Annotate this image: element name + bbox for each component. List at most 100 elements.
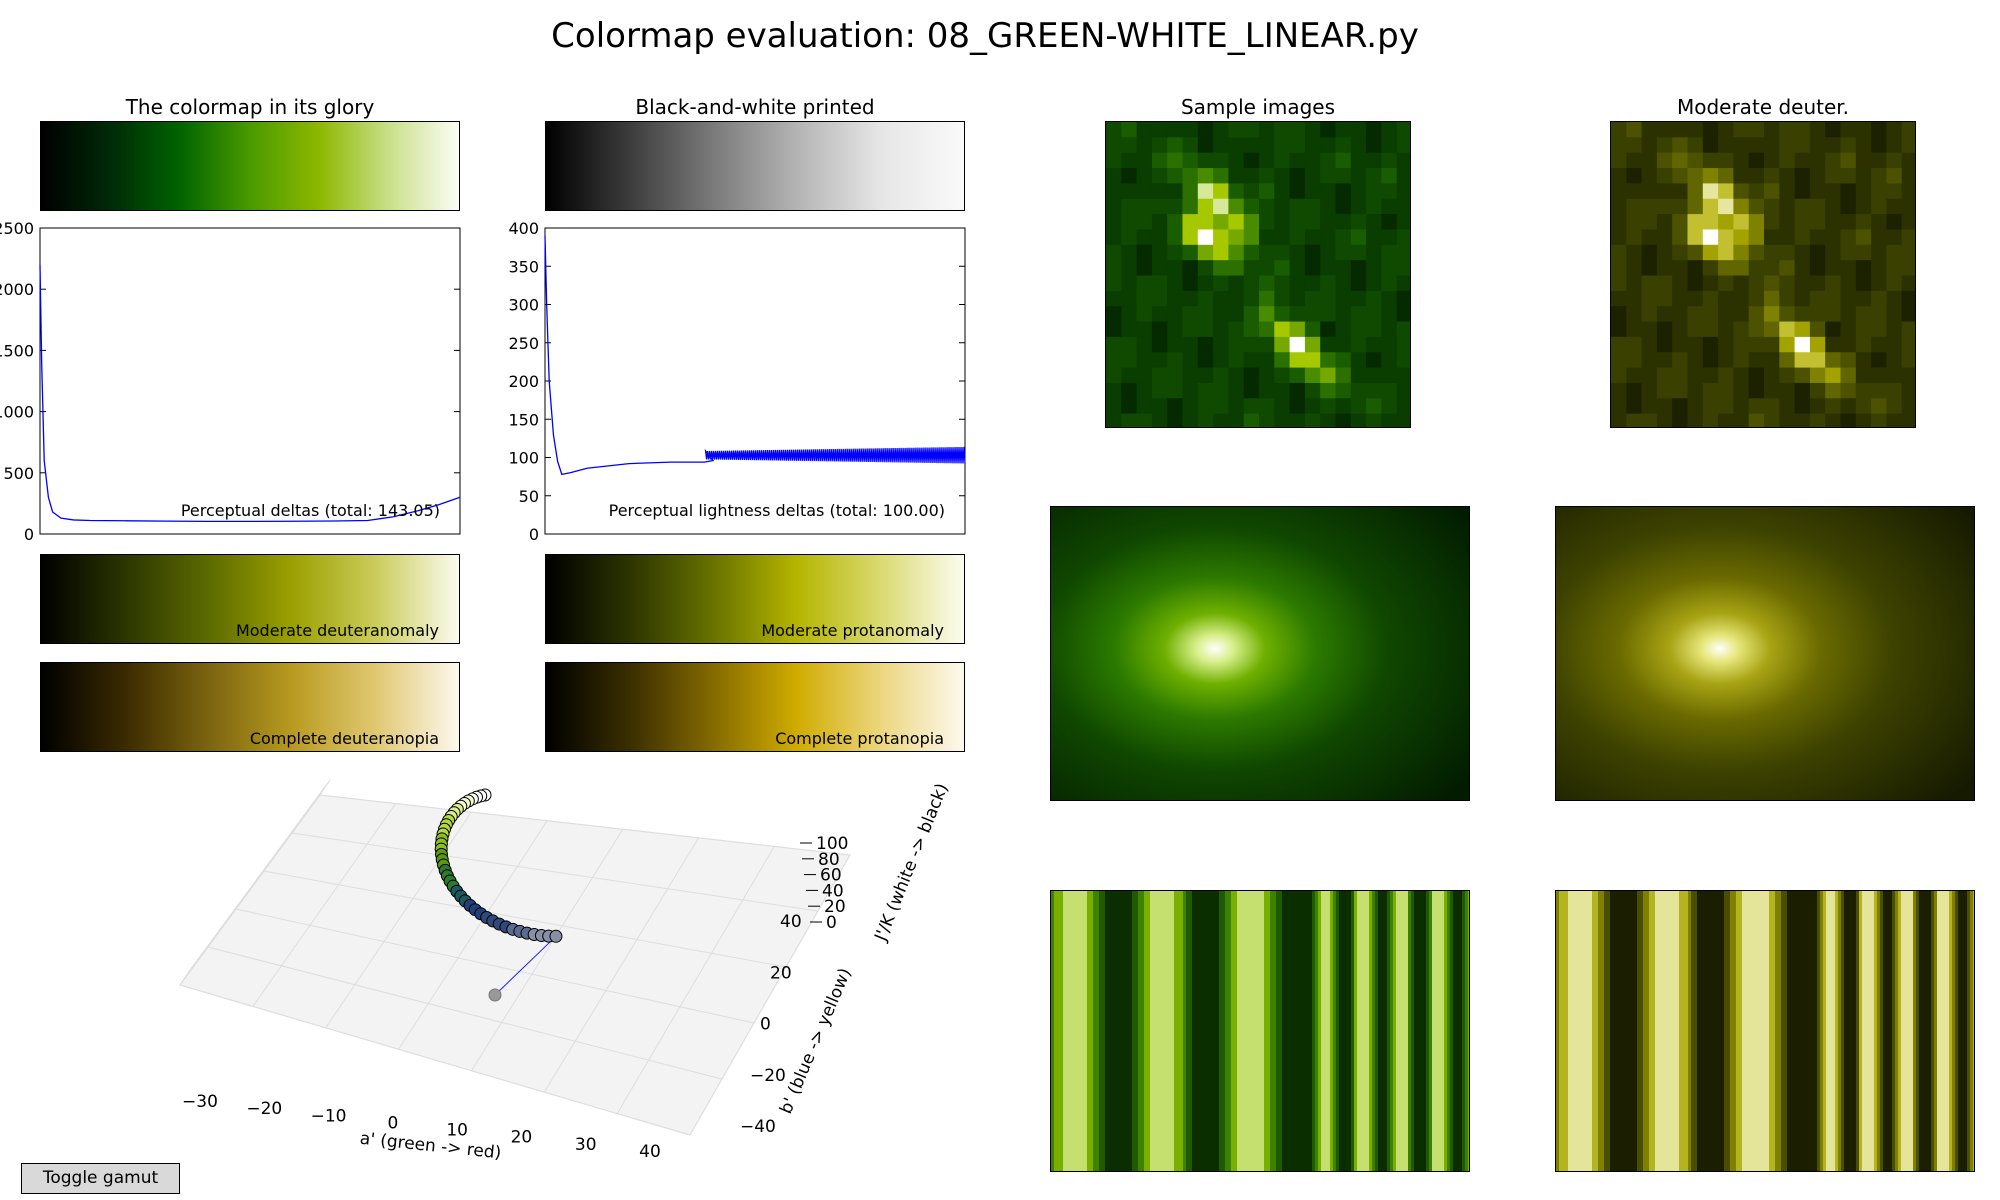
image-pixel bbox=[1197, 382, 1214, 399]
image-pixel bbox=[1121, 152, 1138, 169]
x-tick-label: 20 bbox=[511, 1128, 533, 1148]
image-pixel bbox=[1197, 198, 1214, 215]
image-pixel bbox=[1641, 229, 1658, 246]
image-pixel bbox=[1151, 260, 1168, 276]
image-pixel bbox=[1274, 290, 1291, 307]
toggle-gamut-button[interactable]: Toggle gamut bbox=[21, 1163, 180, 1194]
image-pixel bbox=[1718, 352, 1734, 369]
image-pixel bbox=[1182, 321, 1199, 338]
image-pixel bbox=[1702, 244, 1719, 261]
image-pixel bbox=[1672, 168, 1688, 184]
image-pixel bbox=[1335, 152, 1352, 169]
image-pixel bbox=[1151, 275, 1168, 292]
wave-band bbox=[1580, 891, 1584, 1171]
image-pixel bbox=[1855, 183, 1872, 200]
image-pixel bbox=[1335, 198, 1352, 215]
image-pixel bbox=[1748, 275, 1765, 292]
image-pixel bbox=[1320, 152, 1336, 169]
image-pixel bbox=[1228, 398, 1245, 415]
image-pixel bbox=[1656, 183, 1673, 200]
y-axis-label: b' (blue -> yellow) bbox=[776, 965, 855, 1117]
image-pixel bbox=[1335, 413, 1352, 427]
wave-band bbox=[1871, 891, 1875, 1171]
image-pixel bbox=[1243, 290, 1260, 307]
image-pixel bbox=[1687, 122, 1704, 138]
image-pixel bbox=[1197, 398, 1214, 415]
wave-band bbox=[1306, 891, 1310, 1171]
image-pixel bbox=[1274, 398, 1291, 415]
image-pixel bbox=[1825, 198, 1841, 215]
image-pixel bbox=[1718, 260, 1734, 276]
wave-band bbox=[1757, 891, 1761, 1171]
wave-band bbox=[1577, 891, 1581, 1171]
image-pixel bbox=[1855, 152, 1872, 169]
image-pixel bbox=[1840, 382, 1857, 399]
image-pixel bbox=[1243, 413, 1260, 427]
image-pixel bbox=[1228, 137, 1245, 154]
wave-band bbox=[1147, 891, 1151, 1171]
image-pixel bbox=[1809, 306, 1826, 323]
image-pixel bbox=[1151, 244, 1168, 261]
image-pixel bbox=[1733, 275, 1750, 292]
image-pixel bbox=[1335, 214, 1352, 230]
wave-band bbox=[1462, 891, 1466, 1171]
image-pixel bbox=[1304, 275, 1321, 292]
image-pixel bbox=[1167, 260, 1183, 276]
image-pixel bbox=[1809, 336, 1826, 353]
image-pixel bbox=[1289, 290, 1306, 307]
image-pixel bbox=[1886, 336, 1903, 353]
image-pixel bbox=[1228, 214, 1245, 230]
image-pixel bbox=[1151, 214, 1168, 230]
wave-band bbox=[1174, 891, 1178, 1171]
image-pixel bbox=[1641, 413, 1658, 427]
image-pixel bbox=[1106, 413, 1122, 427]
image-pixel bbox=[1672, 367, 1688, 384]
image-pixel bbox=[1182, 290, 1199, 307]
y-tick-label: 400 bbox=[508, 222, 539, 238]
image-pixel bbox=[1702, 352, 1719, 369]
image-pixel bbox=[1259, 260, 1275, 276]
wave-band bbox=[1054, 891, 1058, 1171]
wave-band bbox=[1721, 891, 1725, 1171]
wave-band bbox=[1063, 891, 1067, 1171]
image-pixel bbox=[1304, 137, 1321, 154]
image-pixel bbox=[1396, 122, 1410, 138]
wave-band bbox=[1447, 891, 1451, 1171]
image-pixel bbox=[1794, 306, 1811, 323]
wave-band bbox=[1775, 891, 1779, 1171]
x-tick-label: 30 bbox=[575, 1135, 597, 1155]
image-pixel bbox=[1350, 152, 1367, 169]
image-pixel bbox=[1228, 290, 1245, 307]
image-pixel bbox=[1840, 336, 1857, 353]
wave-band bbox=[1381, 891, 1385, 1171]
image-pixel bbox=[1259, 244, 1275, 261]
wave-band bbox=[1339, 891, 1343, 1171]
image-pixel bbox=[1871, 229, 1887, 246]
image-pixel bbox=[1213, 413, 1229, 427]
image-pixel bbox=[1167, 198, 1183, 215]
x-axis-label: a' (green -> red) bbox=[359, 1129, 502, 1160]
wave-band bbox=[1559, 891, 1563, 1171]
image-pixel bbox=[1396, 137, 1410, 154]
wave-band bbox=[1874, 891, 1878, 1171]
image-pixel bbox=[1794, 229, 1811, 246]
wave-band bbox=[1360, 891, 1364, 1171]
series-line bbox=[544, 235, 966, 476]
wave-band bbox=[1273, 891, 1277, 1171]
wave-band bbox=[1760, 891, 1764, 1171]
image-pixel bbox=[1167, 122, 1183, 138]
image-pixel bbox=[1274, 413, 1291, 427]
image-pixel bbox=[1320, 229, 1336, 246]
image-pixel bbox=[1167, 275, 1183, 292]
image-pixel bbox=[1366, 229, 1382, 246]
image-pixel bbox=[1121, 382, 1138, 399]
lightness-deltas-chart: 0 50 100 150 200 250 300 350 400 Perceptual light… bbox=[508, 222, 966, 544]
image-pixel bbox=[1151, 122, 1168, 138]
wave-band bbox=[1946, 891, 1950, 1171]
wave-band bbox=[1922, 891, 1926, 1171]
image-pixel bbox=[1840, 321, 1857, 338]
wave-band bbox=[1420, 891, 1424, 1171]
wave-band bbox=[1937, 891, 1941, 1171]
image-pixel bbox=[1396, 183, 1410, 200]
x-tick-label: 10 bbox=[446, 1121, 468, 1141]
